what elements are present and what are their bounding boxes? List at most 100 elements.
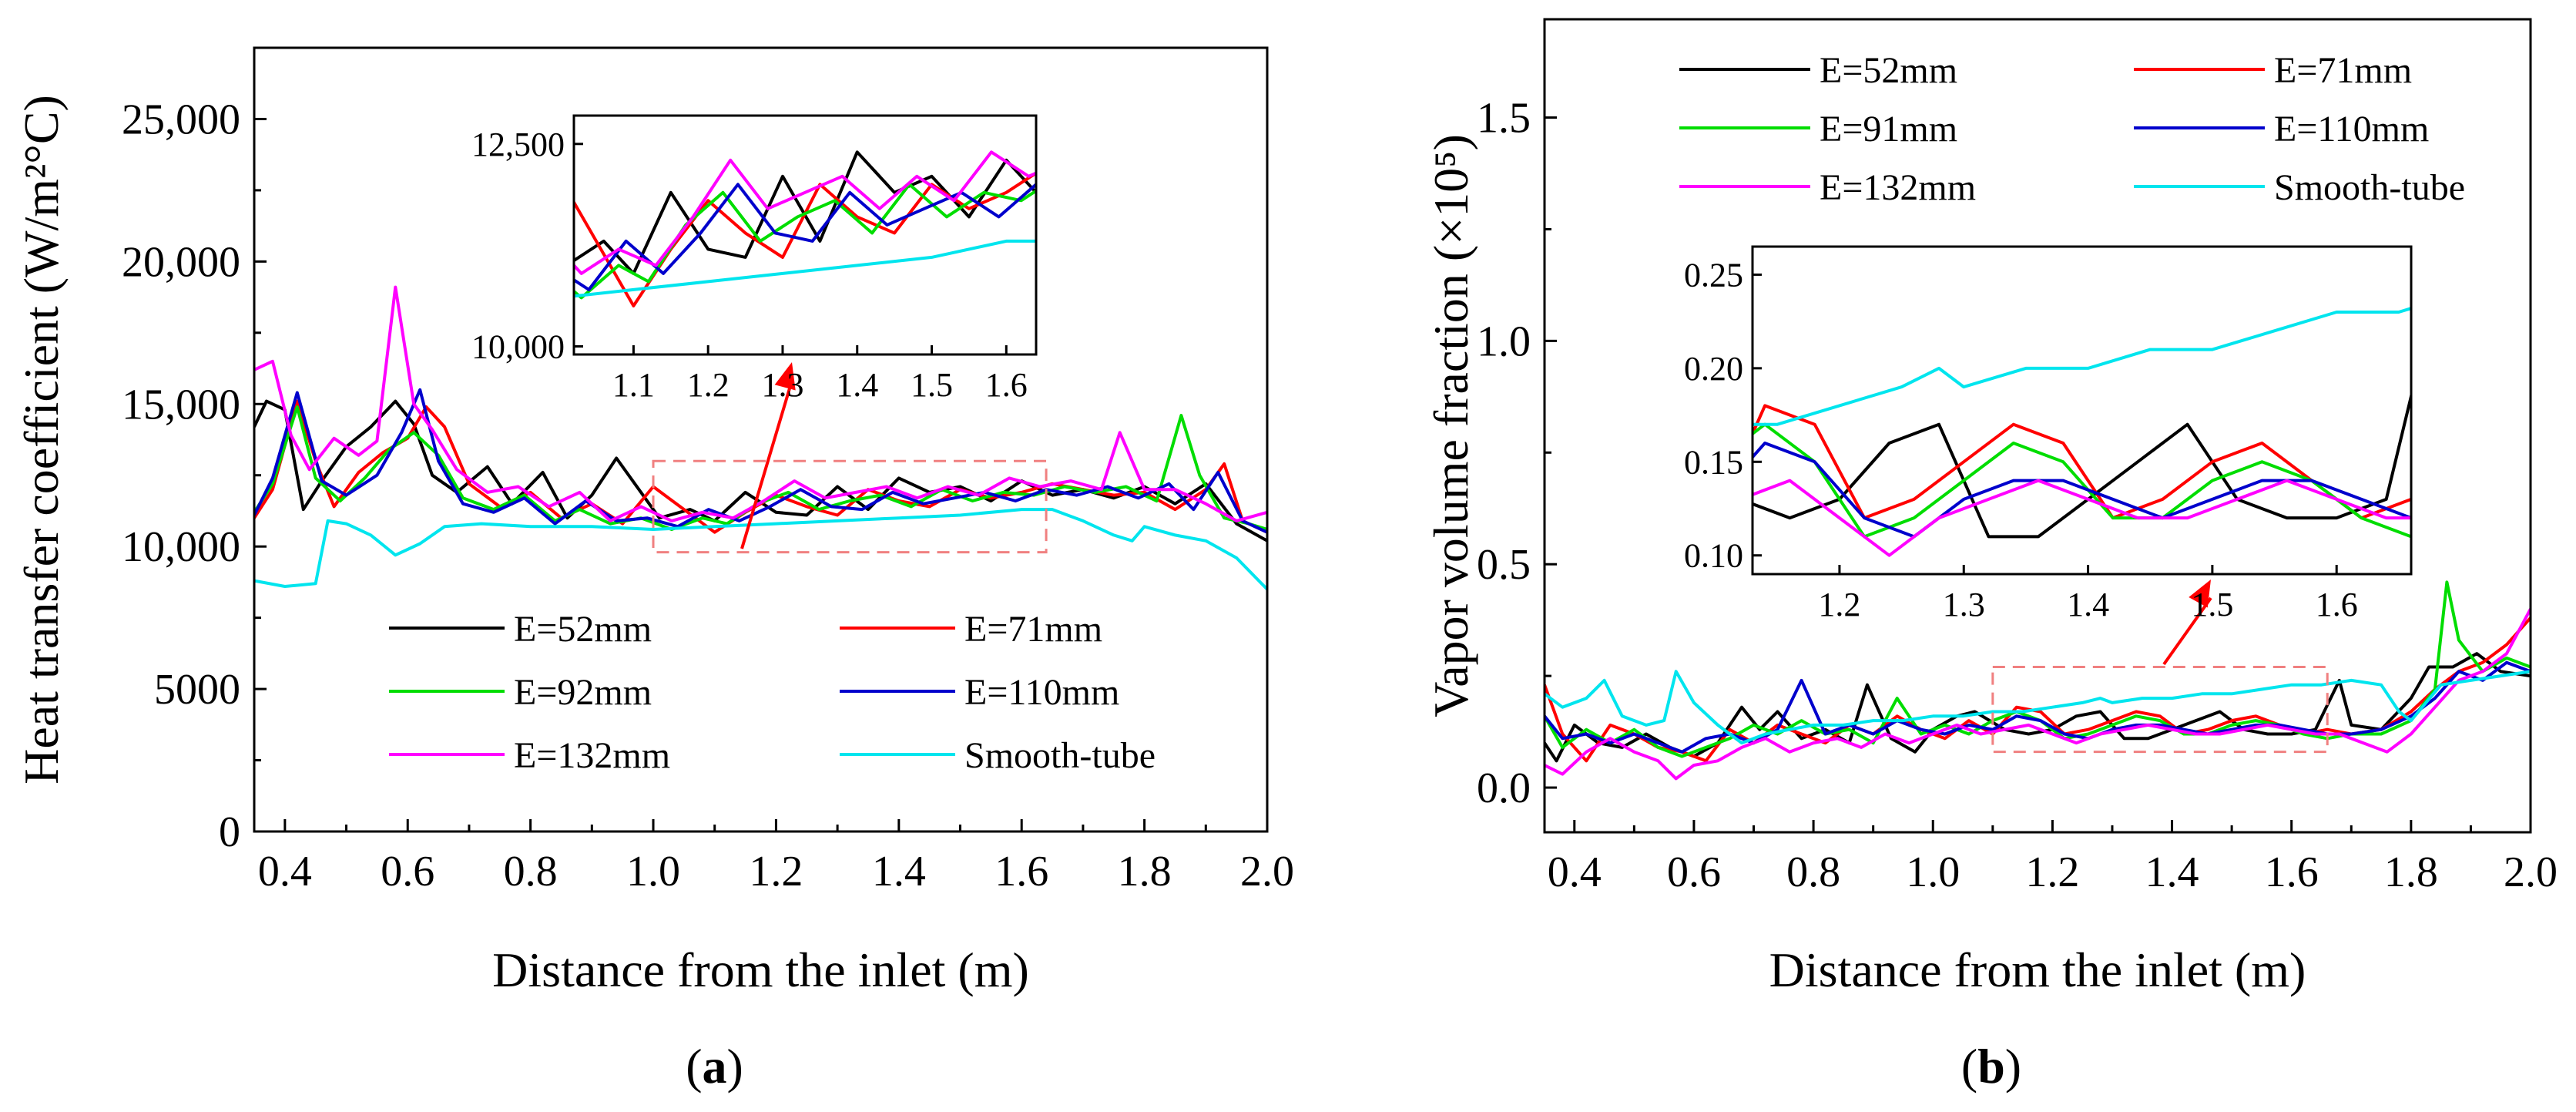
legend-label-a-1: E=71mm	[964, 609, 1102, 650]
inset-x-tick-label-a: 1.5	[911, 366, 953, 404]
y-tick-label-b: 0.5	[1477, 541, 1531, 589]
inset-y-tick-label-b: 0.20	[1684, 350, 1743, 388]
inset-x-tick-label-b: 1.5	[2191, 586, 2233, 623]
legend-label-b-1: E=71mm	[2274, 50, 2412, 91]
series-line-a-3	[254, 388, 1267, 534]
x-tick-label-a: 0.8	[504, 848, 558, 895]
y-tick-label-a: 15,000	[122, 381, 240, 428]
legend-label-b-5: Smooth-tube	[2274, 167, 2465, 208]
inset-series-group-a	[574, 150, 1036, 307]
x-tick-label-a: 0.4	[258, 848, 312, 895]
inset-y-tick-label-a: 10,000	[471, 328, 565, 365]
x-tick-label-a: 1.0	[626, 848, 680, 895]
zoom-region-box-b	[1991, 666, 2329, 754]
y-axis-label-b: Vapor volume fraction (×10⁵)	[1424, 134, 1478, 717]
panel-label-close-a: )	[727, 1039, 743, 1094]
inset-x-tick-label-a: 1.4	[836, 366, 878, 404]
inset-frame-b	[1751, 245, 2413, 576]
y-tick-label-a: 5000	[154, 666, 240, 714]
series-line-b-4	[1545, 608, 2531, 781]
y-tick-label-a: 10,000	[122, 523, 240, 571]
legend-label-b-2: E=91mm	[1820, 109, 1957, 149]
inset-x-tick-label-b: 1.2	[1818, 586, 1860, 623]
inset-series-line-b-4	[1753, 479, 2411, 557]
zoom-arrow-a	[740, 380, 793, 549]
plot-frame-b	[1543, 18, 2532, 834]
y-tick-label-b: 1.0	[1477, 317, 1531, 365]
legend-label-a-3: E=110mm	[964, 672, 1119, 713]
x-axis-label-b: Distance from the inlet (m)	[1769, 942, 2306, 997]
zoom-arrowhead-b	[2189, 580, 2211, 608]
legend-label-a-0: E=52mm	[514, 609, 652, 650]
x-tick-label-b: 0.4	[1548, 848, 1602, 896]
x-tick-label-a: 2.0	[1240, 848, 1294, 895]
panel-label-a: (a)	[686, 1039, 743, 1094]
legend-label-a-4: E=132mm	[514, 735, 670, 776]
series-line-b-0	[1545, 652, 2531, 763]
inset-x-tick-label-a: 1.3	[761, 366, 803, 404]
legend-a: E=52mm E=71mm E=92mm E=110mm E=132mm Smooth-t…	[389, 609, 1156, 776]
inset-x-tick-label-b: 1.3	[1943, 586, 1985, 623]
inset-y-tick-label-b: 0.10	[1684, 537, 1743, 575]
inset-series-line-b-5	[1753, 307, 2411, 426]
series-line-a-5	[254, 508, 1267, 591]
panel-a-chart: 0.4 0.6 0.8 1.0 1.2 1.4 1.6 1.8 2.0 0 5000 10,000 15…	[14, 46, 1294, 1094]
inset-background-b	[1753, 247, 2411, 574]
x-tick-label-a: 1.4	[872, 848, 926, 895]
series-line-b-3	[1545, 660, 2531, 754]
y-axis-label-a: Heat transfer coefficient (W/m²°C)	[14, 95, 69, 784]
inset-x-tick-label-a: 1.6	[985, 366, 1028, 404]
series-group-b	[1545, 580, 2531, 781]
series-line-b-5	[1545, 670, 2531, 745]
inset-x-tick-label-a: 1.1	[612, 366, 655, 404]
x-tick-label-b: 1.6	[2265, 848, 2319, 896]
inset-series-line-a-5	[574, 239, 1036, 298]
inset-series-line-a-3	[574, 183, 1036, 291]
x-tick-label-b: 1.4	[2145, 848, 2199, 896]
zoom-arrow-b	[2162, 596, 2212, 666]
inset-y-tick-label-b: 0.25	[1684, 256, 1743, 294]
x-tick-label-b: 1.2	[2025, 848, 2079, 896]
panel-label-close-b: )	[2005, 1039, 2021, 1094]
x-axis-label-a: Distance from the inlet (m)	[492, 942, 1029, 997]
y-tick-label-a: 0	[219, 808, 240, 856]
inset-y-tick-label-b: 0.15	[1684, 443, 1743, 481]
y-tick-label-b: 1.5	[1477, 95, 1531, 143]
inset-series-line-a-0	[574, 150, 1036, 275]
panel-label-letter-b: b	[1977, 1039, 2005, 1094]
inset-x-tick-label-b: 1.6	[2316, 586, 2358, 623]
panel-label-open-b: (	[1961, 1039, 1977, 1094]
x-tick-label-b: 1.0	[1906, 848, 1960, 896]
plot-frame-a	[253, 46, 1269, 833]
y-tick-label-b: 0.0	[1477, 764, 1531, 812]
zoom-arrowhead-a	[774, 362, 796, 391]
inset-y-tick-label-a: 12,500	[471, 126, 565, 163]
x-tick-label-b: 2.0	[2504, 848, 2558, 896]
panel-label-open-a: (	[686, 1039, 702, 1094]
inset-series-line-a-4	[574, 150, 1036, 275]
x-tick-label-b: 1.8	[2384, 848, 2438, 896]
inset-x-tick-label-b: 1.4	[2067, 586, 2109, 623]
panel-label-letter-a: a	[703, 1039, 727, 1094]
panel-label-b: (b)	[1961, 1039, 2021, 1094]
x-tick-label-a: 1.2	[749, 848, 803, 895]
legend-label-a-5: Smooth-tube	[964, 735, 1156, 776]
y-tick-label-a: 20,000	[122, 238, 240, 286]
inset-series-group-b	[1753, 307, 2411, 557]
zoom-region-box-a	[652, 459, 1048, 554]
legend-label-b-0: E=52mm	[1820, 50, 1957, 91]
y-tick-label-a: 25,000	[122, 96, 240, 143]
x-tick-label-b: 0.6	[1667, 848, 1721, 896]
x-tick-label-a: 0.6	[381, 848, 434, 895]
legend-label-b-4: E=132mm	[1820, 167, 1976, 208]
x-tick-label-a: 1.8	[1118, 848, 1172, 895]
series-group-a	[254, 285, 1267, 591]
x-tick-label-b: 0.8	[1786, 848, 1840, 896]
series-line-a-4	[254, 285, 1267, 522]
inset-frame-a	[572, 114, 1038, 356]
inset-series-line-b-3	[1753, 442, 2411, 539]
legend-b: E=52mm E=71mm E=91mm E=110mm E=132mm Smooth-t…	[1679, 50, 2465, 208]
inset-x-tick-label-a: 1.2	[687, 366, 730, 404]
panel-b-chart: 0.4 0.6 0.8 1.0 1.2 1.4 1.6 1.8 2.0 0.0 0.5 1.0 1.5 D…	[1424, 18, 2558, 1094]
